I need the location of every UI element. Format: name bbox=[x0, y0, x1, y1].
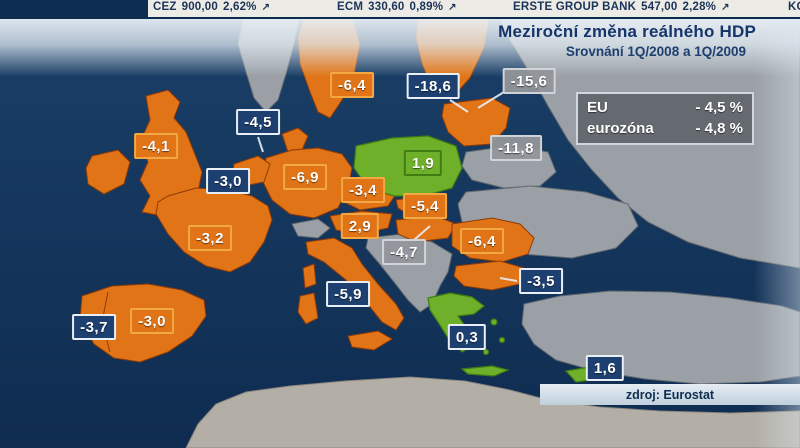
landmass-ireland bbox=[85, 149, 131, 195]
aegean-island bbox=[482, 348, 490, 356]
summary-value: - 4,8 % bbox=[695, 120, 743, 137]
landmass-bulgaria bbox=[453, 260, 525, 291]
ticker-symbol: ERSTE GROUP BANK bbox=[513, 1, 637, 13]
page-title: Meziroční změna reálného HDP bbox=[498, 22, 756, 41]
ticker-change: 2,28% bbox=[682, 1, 717, 13]
ticker-corner-block bbox=[0, 0, 148, 17]
map-value-label: -4,5 bbox=[236, 109, 280, 135]
map-value-label: 1,9 bbox=[403, 150, 443, 176]
ticker-item-ecm: ECM 330,60 0,89% ↗ bbox=[337, 1, 457, 13]
map-value-label: -6,4 bbox=[330, 72, 374, 98]
source-label: zdroj: Eurostat bbox=[625, 387, 715, 402]
map-value-label: -4,1 bbox=[134, 133, 178, 159]
ticker-item-cez: CEZ 900,00 2,62% ↗ bbox=[153, 1, 270, 13]
eu-summary-box: EU - 4,5 % eurozóna - 4,8 % bbox=[576, 92, 754, 145]
landmass-sardinia bbox=[297, 292, 319, 325]
map-value-label: -3,0 bbox=[130, 308, 174, 334]
ticker-price: 547,00 bbox=[641, 1, 678, 13]
map-value-label: -3,7 bbox=[72, 314, 116, 340]
map-value-label: 1,6 bbox=[585, 355, 625, 381]
summary-label: EU bbox=[587, 99, 608, 116]
ticker-symbol: ECM bbox=[337, 1, 364, 13]
map-value-label: -11,8 bbox=[490, 135, 542, 161]
page-subtitle: Srovnání 1Q/2008 a 1Q/2009 bbox=[565, 44, 746, 59]
map-value-label: -3,4 bbox=[341, 177, 385, 203]
summary-value: - 4,5 % bbox=[695, 99, 743, 116]
ticker-symbol: KO bbox=[788, 1, 800, 13]
map-value-label: -3,0 bbox=[206, 168, 250, 194]
map-value-label: -5,4 bbox=[403, 193, 447, 219]
landmass-sicily bbox=[347, 330, 393, 351]
aegean-island bbox=[490, 318, 498, 326]
landmass-switzerland bbox=[291, 218, 331, 239]
map-value-label: 2,9 bbox=[340, 213, 380, 239]
ticker-symbol: CEZ bbox=[153, 1, 177, 13]
map-value-label: -18,6 bbox=[406, 73, 460, 99]
ticker-price: 330,60 bbox=[368, 1, 405, 13]
landmass-crete bbox=[460, 365, 510, 377]
summary-row-eurozone: eurozóna - 4,8 % bbox=[587, 118, 743, 139]
source-bar: zdroj: Eurostat bbox=[540, 384, 800, 405]
landmass-denmark bbox=[281, 127, 309, 153]
header: Meziroční změna reálného HDP Srovnání 1Q… bbox=[396, 22, 756, 59]
map-value-label: -6,9 bbox=[283, 164, 327, 190]
ticker-item-partial: KO bbox=[788, 1, 800, 13]
summary-row-eu: EU - 4,5 % bbox=[587, 97, 743, 118]
map-value-label: -6,4 bbox=[460, 228, 504, 254]
map-value-label: -3,5 bbox=[519, 268, 563, 294]
up-arrow-icon: ↗ bbox=[721, 2, 730, 13]
ticker-price: 900,00 bbox=[181, 1, 218, 13]
map-value-label: -5,9 bbox=[326, 281, 370, 307]
up-arrow-icon: ↗ bbox=[261, 2, 271, 13]
landmass-north-africa bbox=[185, 376, 800, 448]
map-value-label: 0,3 bbox=[447, 324, 487, 350]
ticker-item-erste: ERSTE GROUP BANK 547,00 2,28% ↗ bbox=[513, 1, 730, 13]
map-value-label: -15,6 bbox=[502, 68, 556, 94]
summary-label: eurozóna bbox=[587, 120, 654, 137]
ticker-change: 0,89% bbox=[409, 1, 444, 13]
label-leader-lines bbox=[257, 91, 518, 282]
ticker-change: 2,62% bbox=[222, 1, 257, 13]
up-arrow-icon: ↗ bbox=[448, 2, 457, 13]
aegean-island bbox=[498, 336, 506, 344]
landmass-corsica bbox=[302, 263, 317, 289]
stock-ticker-bar: CEZ 900,00 2,62% ↗ ECM 330,60 0,89% ↗ ERSTE GR… bbox=[0, 0, 800, 19]
map-value-label: -4,7 bbox=[382, 239, 426, 265]
map-value-label: -3,2 bbox=[188, 225, 232, 251]
